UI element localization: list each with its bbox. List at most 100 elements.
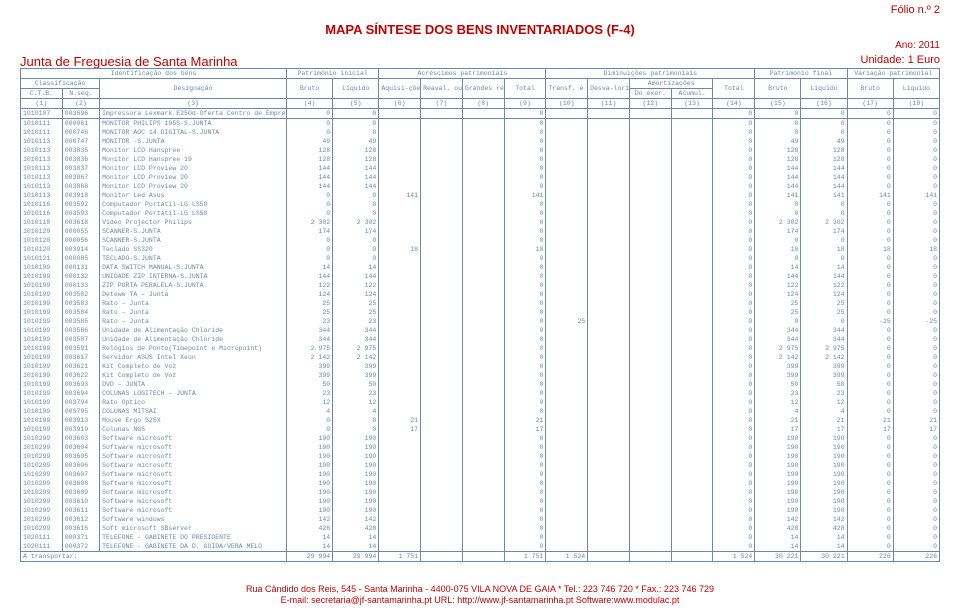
table-row: 1010113000747MONITOR -S.JUNTA49490049490…	[21, 137, 940, 146]
hdr-doexer: Do exer.	[629, 89, 671, 99]
column-number-row: (1)(2)(3)(4)(5)(6)(7)(8)(9)(10)(11)(12)(…	[21, 99, 940, 109]
table-row: 1010113003868Monitor LCD Proview 2014414…	[21, 182, 940, 191]
hdr-liquido2: Líquido	[801, 79, 847, 99]
col-num: (8)	[462, 99, 504, 109]
col-num: (9)	[504, 99, 546, 109]
table-row: 1010199003617Servidor ASUS Intel Xeon2 1…	[21, 353, 940, 362]
hdr-liquido3: Líquido	[893, 79, 939, 99]
col-num: (1)	[21, 99, 63, 109]
hdr-ident: Identificação dos bens	[21, 69, 287, 79]
inventory-table: Identificação dos bens Património inicia…	[20, 68, 940, 562]
hdr-diminuicoes: Diminuições patrimoniais	[546, 69, 755, 79]
table-row: 1010120003914Teclado SS32000181801818181…	[21, 245, 940, 254]
col-num: (6)	[379, 99, 421, 109]
hdr-amort: Amortizações	[629, 79, 713, 89]
hdr-liquido1: Líquido	[333, 79, 379, 99]
hdr-desval: Desva-loriza-ções	[588, 79, 630, 99]
table-row: 1010120000055SCANNER-S.JUNTA174174001741…	[21, 227, 940, 236]
footer-line1: Rua Cândido dos Reis, 545 - Santa Marinh…	[0, 584, 960, 596]
hdr-acrescimos: Acréscimos patrimoniais	[379, 69, 546, 79]
table-row: 1010299003605Software microsoft190190001…	[21, 452, 940, 461]
hdr-bruto2: Bruto	[755, 79, 801, 99]
table-row: 1010299003604Software microsoft190190001…	[21, 443, 940, 452]
col-num: (2)	[62, 99, 99, 109]
col-num: (10)	[546, 99, 588, 109]
table-row: 1010199003694COLUNAS LOGITECH – JUNTA232…	[21, 389, 940, 398]
unit-label: Unidade: 1 Euro	[861, 54, 941, 66]
table-row: 1010199003919Colunas NGS001717017171717	[21, 425, 940, 434]
table-row: 1010113003837Monitor LCD Proview 2014414…	[21, 164, 940, 173]
table-row: 1010121000085TECLADO-S.JUNTA00000000	[21, 254, 940, 263]
table-body: 1010107003696Impressora Lexmark E250d-Of…	[21, 109, 940, 562]
hdr-variacao: Variação patrimonial	[847, 69, 939, 79]
table-row: 1010299003611Software microsoft190190001…	[21, 506, 940, 515]
table-header: Identificação dos bens Património inicia…	[21, 69, 940, 109]
table-row: 1010199003584Rato – Junta252500252500	[21, 308, 940, 317]
hdr-grandes: Grandes rep. ou benefic.	[462, 79, 504, 99]
table-row: A transportar:29 99429 9941 7511 7511 52…	[21, 552, 940, 562]
table-row: 1010111000746MONITOR AOC 14 DIGITAL-S.JU…	[21, 128, 940, 137]
col-num: (4)	[287, 99, 333, 109]
col-num: (15)	[755, 99, 801, 109]
col-num: (14)	[713, 99, 755, 109]
report-title: MAPA SÍNTESE DOS BENS INVENTARIADOS (F-4…	[0, 22, 960, 37]
hdr-reaval: Reaval. ou outr. alteraç.	[421, 79, 463, 99]
col-num: (5)	[333, 99, 379, 109]
table-row: 1010199003591Relógios de Ponto(Timepoint…	[21, 344, 940, 353]
entity-name: Junta de Freguesia de Santa Marinha	[20, 54, 238, 69]
table-row: 1010199003585Rato – Junta2323025000-25-2…	[21, 317, 940, 326]
footer-line2: E-mail: secretaria@jf-santamarinha.pt UR…	[0, 595, 960, 607]
table-row: 1010116003593Computador Portátil-LG LS50…	[21, 209, 940, 218]
table-row: 1010199003583Rato – Junta252500252500	[21, 299, 940, 308]
table-row: 1010113003867Monitor LCD Proview 2014414…	[21, 173, 940, 182]
table-row: 1010299003608Software microsoft190190001…	[21, 479, 940, 488]
table-row: 1010113003836Monitor LCD Hanspree 191281…	[21, 155, 940, 164]
table-row: 1010113003835Monitor LCD Hanspree1281280…	[21, 146, 940, 155]
table-row: 1010120000056SCANNER-S.JUNTA00000000	[21, 236, 940, 245]
table-row: 1010199003621Kit Completo de Voz39939900…	[21, 362, 940, 371]
col-num: (12)	[629, 99, 671, 109]
hdr-total1: Total	[504, 79, 546, 99]
table-row: 1010199003693DVD – JUNTA505000505000	[21, 380, 940, 389]
table-row: 1010199003794Rato Optico121200121200	[21, 398, 940, 407]
table-row: 1010299003606Software microsoft190190001…	[21, 461, 940, 470]
table-row: 1010199003582Detewe TA – Junta1241240012…	[21, 290, 940, 299]
col-num: (17)	[847, 99, 893, 109]
col-num: (11)	[588, 99, 630, 109]
hdr-bruto3: Bruto	[847, 79, 893, 99]
col-num: (18)	[893, 99, 939, 109]
table-row: 1010299003610Software microsoft190190001…	[21, 497, 940, 506]
col-num: (13)	[671, 99, 713, 109]
table-row: 1010107003696Impressora Lexmark E250d-Of…	[21, 109, 940, 119]
table-container: Identificação dos bens Património inicia…	[20, 68, 940, 567]
hdr-pat-inicial: Património inicial	[287, 69, 379, 79]
table-row: 1010199003587Unidade de Alimentação Chlo…	[21, 335, 940, 344]
hdr-aquis: Aquisi-ções	[379, 79, 421, 99]
table-row: 1010199003795COLUNAS MITSAI44004400	[21, 407, 940, 416]
table-row: 1010199003913Mouse Ergo 525X002121021212…	[21, 416, 940, 425]
hdr-nseq: N.seq.	[62, 89, 99, 99]
table-row: 1010199003586Unidade de Alimentação Chlo…	[21, 326, 940, 335]
table-row: 1010111000061MONITOR PHILIPS 105S-S.JUNT…	[21, 119, 940, 129]
col-num: (3)	[100, 99, 287, 109]
hdr-ctb: C.T.B.	[21, 89, 63, 99]
hdr-classif: Classificação	[21, 79, 100, 89]
table-row: 1010299003616Soft microsoft SBserver4284…	[21, 524, 940, 533]
table-row: 1020111000372TELEFONE - GABINETE DA D. G…	[21, 542, 940, 552]
hdr-pat-final: Património final	[755, 69, 847, 79]
table-row: 1010113003918Monitor Led Asus00141141014…	[21, 191, 940, 200]
table-row: 1010199003622Kit Completo de Voz39939900…	[21, 371, 940, 380]
table-row: 1010299003609Software microsoft190190001…	[21, 488, 940, 497]
table-row: 1010299003603Software microsoft190190001…	[21, 434, 940, 443]
hdr-transf: Transf. e Abates	[546, 79, 588, 99]
folio-label: Fólio n.º 2	[891, 4, 940, 16]
hdr-total2: Total	[713, 79, 755, 99]
table-row: 1020111000371TELEFONE - GABINETE DO PRES…	[21, 533, 940, 542]
year-label: Ano: 2011	[895, 40, 940, 51]
table-row: 1010199000131DATA SWITCH MANUAL-S.JUNTA1…	[21, 263, 940, 272]
hdr-desig: Designação	[100, 79, 287, 99]
hdr-acumul: Acumul.	[671, 89, 713, 99]
col-num: (16)	[801, 99, 847, 109]
hdr-bruto1: Bruto	[287, 79, 333, 99]
table-row: 1010118003618Video Projector Philips2 30…	[21, 218, 940, 227]
